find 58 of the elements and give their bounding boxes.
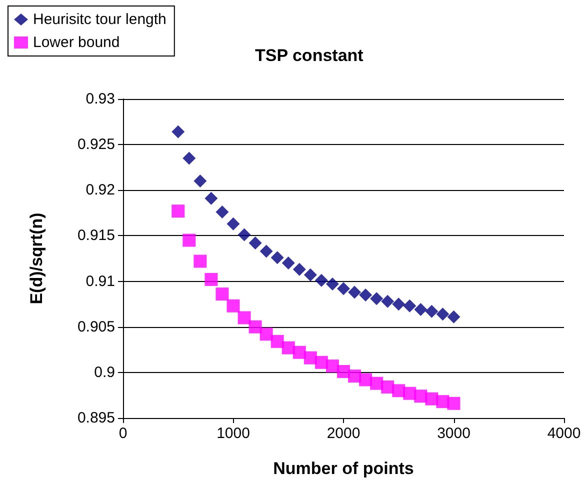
y-tick-label: 0.895: [77, 410, 115, 426]
point: [447, 310, 460, 324]
y-tick-label: 0.915: [77, 227, 115, 244]
point: [292, 346, 306, 359]
y-axis-title: E(d)/sqrt(n): [27, 212, 46, 304]
point: [182, 234, 196, 247]
y-tick-label: 0.92: [86, 182, 115, 199]
point: [248, 236, 262, 250]
point: [326, 360, 339, 373]
point: [403, 299, 416, 312]
point: [425, 304, 438, 318]
x-axis-title: Number of points: [273, 459, 414, 478]
point: [436, 308, 450, 321]
y-tick-label: 0.93: [86, 90, 115, 108]
point: [216, 206, 229, 219]
y-tick-label: 0.905: [77, 318, 115, 336]
point: [204, 192, 218, 205]
point: [348, 286, 362, 299]
point: [216, 288, 229, 301]
x-tick-label: 3000: [437, 425, 470, 442]
point: [392, 298, 406, 311]
point: [314, 274, 328, 287]
point: [270, 334, 284, 348]
legend-label: Heurisitc tour length: [33, 11, 166, 28]
point: [238, 228, 251, 242]
point: [282, 256, 295, 270]
y-tick-label: 0.925: [77, 136, 115, 154]
x-tick-label: 0: [118, 425, 128, 442]
point: [260, 328, 273, 341]
point: [337, 282, 350, 296]
point: [182, 152, 196, 165]
point: [172, 125, 185, 138]
point: [292, 262, 306, 276]
point: [194, 254, 207, 268]
point: [304, 268, 317, 282]
point: [226, 299, 240, 312]
point: [238, 311, 251, 324]
point: [326, 278, 339, 291]
y-tick-label: 0.91: [86, 272, 115, 290]
y-tick-label: 0.9: [94, 364, 115, 381]
x-tick-label: 4000: [547, 425, 581, 442]
point: [359, 288, 372, 302]
x-tick-label: 1000: [216, 425, 250, 442]
legend-label: Lower bound: [33, 34, 120, 51]
point: [414, 303, 428, 316]
point: [436, 395, 450, 408]
point: [381, 294, 394, 308]
point: [370, 292, 384, 306]
point: [172, 204, 185, 218]
x-tick-label: 2000: [326, 425, 360, 442]
point: [194, 174, 207, 188]
chart-title: TSP constant: [255, 46, 364, 65]
point: [248, 320, 262, 334]
point: [270, 251, 284, 264]
point: [447, 396, 460, 410]
point: [260, 244, 273, 258]
point: [204, 272, 218, 286]
point: [226, 217, 240, 230]
